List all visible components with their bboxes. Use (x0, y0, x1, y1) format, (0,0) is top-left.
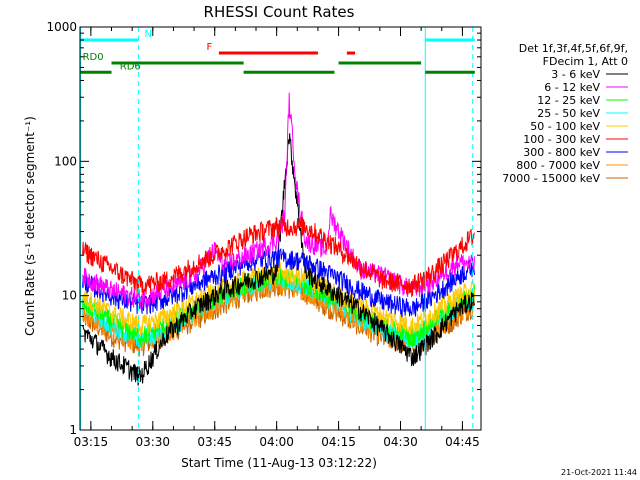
chart-title: RHESSI Count Rates (204, 3, 355, 21)
legend: Det 1f,3f,4f,5f,6f,9f, FDecim 1, Att 0 3… (502, 42, 628, 185)
x-tick-label: 03:30 (135, 435, 170, 449)
legend-label: 12 - 25 keV (537, 94, 600, 107)
legend-label: 50 - 100 keV (530, 120, 600, 133)
x-tick-label: 03:45 (197, 435, 232, 449)
flag-label-n: N (145, 29, 152, 40)
flag-label-f: F (206, 42, 212, 53)
legend-label: 7000 - 15000 keV (502, 172, 600, 185)
flag-label-rd0: RD0 (83, 52, 104, 63)
axes: 1 10 100 1000 03:15 03:30 03:45 04:00 04:15 04:30… (46, 20, 482, 449)
legend-header-line-2: FDecim 1, Att 0 (543, 55, 628, 68)
legend-label: 300 - 800 keV (523, 146, 600, 159)
series-line-100-300-kev (82, 216, 475, 296)
series-line-50-100-kev (82, 261, 475, 336)
y-tick-label: 1000 (46, 20, 77, 34)
y-tick-label: 10 (62, 289, 77, 303)
x-tick-label: 03:15 (74, 435, 109, 449)
legend-header-line-1: Det 1f,3f,4f,5f,6f,9f, (519, 42, 628, 55)
plot-frame (79, 26, 482, 431)
x-tick-label: 04:30 (383, 435, 418, 449)
x-tick-label: 04:45 (445, 435, 480, 449)
legend-label: 100 - 300 keV (523, 133, 600, 146)
legend-label: 6 - 12 keV (544, 81, 600, 94)
x-axis-label: Start Time (11-Aug-13 03:12:22) (181, 456, 377, 470)
x-tick-label: 04:00 (259, 435, 294, 449)
legend-label: 25 - 50 keV (537, 107, 600, 120)
x-tick-label: 04:15 (321, 435, 356, 449)
plot-area: N F RD0 RD6 (80, 27, 475, 430)
y-tick-label: 100 (54, 154, 77, 168)
y-tick-label: 1 (69, 423, 77, 437)
legend-label: 800 - 7000 keV (516, 159, 600, 172)
timestamp-stamp: 21-Oct-2021 11:44 (561, 468, 637, 477)
legend-label: 3 - 6 keV (551, 68, 600, 81)
flag-label-rd6: RD6 (120, 61, 141, 72)
y-axis-label: Count Rate (s⁻¹ detector segment⁻¹) (23, 116, 37, 336)
